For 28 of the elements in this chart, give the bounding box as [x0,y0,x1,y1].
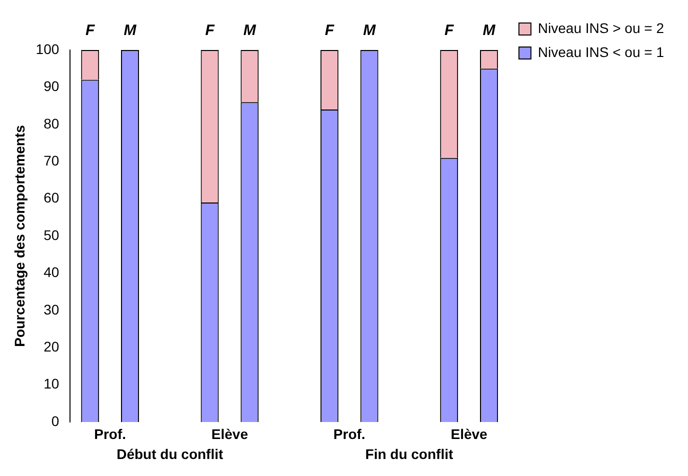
y-tick-label: 60 [44,190,60,206]
y-tick-label: 10 [44,376,60,392]
y-tick-label: 50 [44,226,60,243]
x-tick-label: M [363,22,376,40]
text: Fin du conflit [365,446,454,462]
y-tick-label: 40 [44,264,60,280]
text: Prof. [94,426,126,442]
x-tick-label: F [444,22,455,40]
x-tick-label: M [124,22,137,40]
x-tick-label: M [482,22,496,40]
text: Elève [450,426,488,442]
y-tick-label: 80 [44,115,60,132]
y-axis-title: Pourcentage des comportements [11,124,28,347]
text: Prof. [333,426,366,442]
y-tick-label: 90 [44,78,60,94]
x-tick-label: F [86,22,96,40]
x-tick-label: F [324,22,335,40]
y-tick-label: 100 [36,40,60,57]
legend-label: Niveau INS < ou = 1 [538,44,664,60]
legend-label: Niveau INS > ou = 2 [538,20,664,36]
x-tick-label: F [205,22,216,40]
y-tick-label: 0 [51,412,60,429]
y-tick-label: 30 [44,301,60,318]
x-tick-label: M [243,22,256,40]
y-tick-label: 70 [44,152,60,168]
text: Elève [211,426,248,442]
y-tick-label: 20 [44,338,60,354]
text: Début du conflit [116,446,224,462]
